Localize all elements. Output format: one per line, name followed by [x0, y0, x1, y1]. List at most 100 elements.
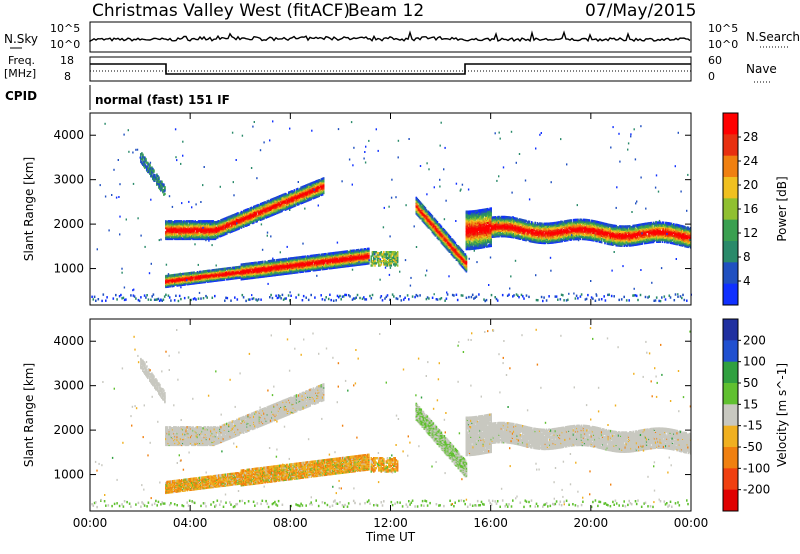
power-cell	[471, 239, 473, 242]
power-cell	[265, 275, 267, 278]
power-cell	[165, 274, 167, 278]
power-cell	[280, 200, 282, 203]
power-cell	[293, 256, 296, 260]
power-cell	[295, 190, 298, 193]
power-cell	[227, 276, 229, 279]
power-cell	[352, 264, 354, 267]
power-cell	[207, 236, 210, 240]
power-cell	[173, 221, 175, 224]
power-cell	[169, 237, 172, 241]
power-cell	[255, 218, 257, 221]
power-cell	[325, 252, 327, 256]
power-cell	[207, 224, 210, 227]
power-cell	[317, 261, 319, 265]
power-cell	[366, 247, 369, 251]
power-cell	[176, 220, 178, 223]
power-cell	[240, 210, 243, 214]
power-cell	[183, 235, 185, 239]
power-cell	[192, 227, 194, 231]
power-cell	[206, 232, 209, 236]
power-cell	[248, 211, 251, 214]
power-cell	[209, 232, 211, 236]
power-cell	[331, 252, 334, 255]
power-cell	[201, 271, 203, 274]
power-cell	[275, 259, 278, 262]
power-cell	[319, 183, 322, 186]
power-cell	[273, 266, 275, 269]
power-cell	[317, 192, 319, 195]
power-cell	[212, 220, 215, 223]
power-cell	[470, 243, 472, 246]
power-cell	[342, 255, 344, 259]
power-cell	[236, 276, 238, 280]
power-cell	[203, 223, 205, 226]
power-cell	[320, 261, 323, 264]
power-cell	[183, 228, 185, 232]
power-cell	[353, 249, 355, 252]
power-cell	[176, 222, 178, 225]
power-cell	[258, 261, 261, 264]
power-cell	[344, 260, 346, 263]
power-cell	[267, 211, 270, 214]
power-cell	[200, 270, 202, 273]
power-cell	[217, 220, 219, 223]
power-cell	[294, 194, 297, 197]
power-cell	[335, 255, 337, 258]
power-cell	[280, 260, 282, 263]
power-cell	[200, 220, 202, 223]
power-cell	[214, 268, 217, 272]
power-cell	[474, 238, 477, 242]
power-cell	[275, 271, 278, 275]
power-cell	[200, 226, 202, 230]
power-cell	[325, 263, 327, 267]
power-cell	[318, 261, 320, 264]
power-cell	[236, 266, 238, 269]
power-cell	[277, 205, 280, 208]
power-cell	[187, 272, 190, 275]
power-cell	[242, 269, 245, 272]
power-cell	[288, 268, 290, 271]
power-cell	[256, 210, 258, 213]
power-cell	[178, 220, 181, 223]
power-cell	[206, 230, 209, 234]
power-cell	[326, 253, 328, 257]
power-cell	[271, 265, 273, 268]
power-cell	[253, 261, 255, 265]
power-cell	[231, 266, 234, 270]
power-cell	[316, 254, 318, 257]
power-cell	[318, 186, 320, 190]
power-cell	[170, 227, 173, 231]
power-cell	[260, 205, 263, 208]
power-cell	[474, 247, 477, 250]
power-cell	[276, 196, 279, 199]
power-cell	[292, 190, 295, 193]
power-cell	[250, 270, 253, 274]
power-cell	[295, 268, 298, 271]
power-cell	[321, 177, 324, 180]
power-cell	[324, 263, 326, 267]
power-cell	[472, 243, 474, 246]
power-cell	[245, 267, 247, 271]
power-cell	[269, 207, 272, 210]
power-cell	[207, 220, 210, 223]
power-cell	[316, 179, 318, 183]
power-cell	[185, 225, 187, 228]
power-cell	[311, 254, 314, 257]
power-cell	[182, 221, 184, 224]
power-cell	[253, 274, 255, 277]
power-cell	[470, 229, 472, 232]
power-cell	[203, 278, 205, 281]
power-cell	[240, 263, 243, 266]
power-cell	[211, 269, 213, 272]
power-cell	[176, 273, 178, 276]
power-cell	[326, 264, 328, 267]
power-cell	[251, 265, 254, 269]
power-cell	[310, 254, 313, 258]
power-cell	[310, 194, 313, 197]
power-cell	[283, 258, 285, 261]
power-cell	[237, 276, 239, 280]
power-cell	[271, 271, 273, 274]
power-cell	[347, 251, 350, 254]
power-cell	[282, 258, 284, 261]
power-cell	[227, 224, 229, 227]
